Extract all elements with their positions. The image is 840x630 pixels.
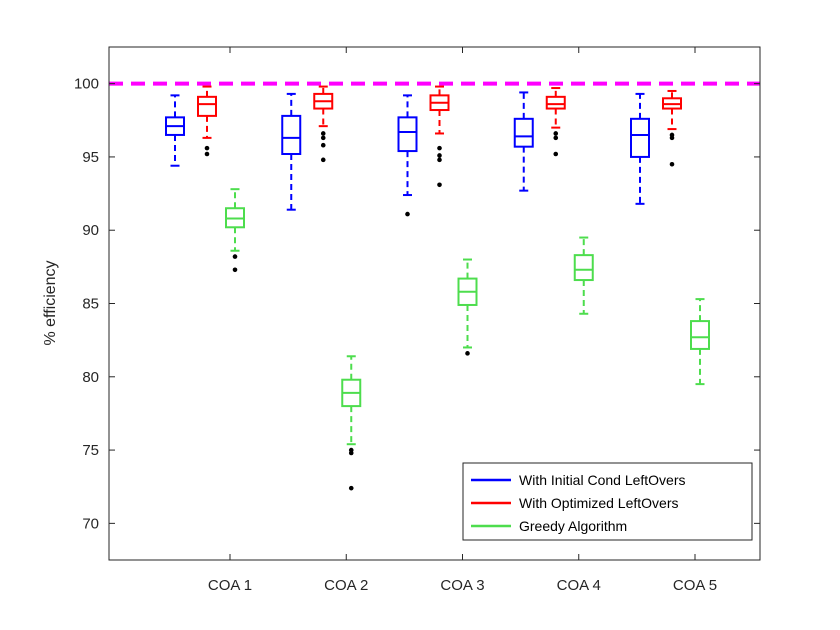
legend-box — [462, 462, 753, 541]
outlier-point — [437, 157, 442, 163]
outlier-point — [348, 485, 354, 491]
legend-label: With Optimized LeftOvers — [519, 495, 679, 511]
outlier-point — [232, 267, 238, 273]
outlier-point — [405, 211, 410, 217]
outlier-point — [320, 131, 326, 136]
outlier-point — [204, 145, 210, 151]
box-1-coa-2 — [281, 92, 302, 211]
outlier-point — [437, 145, 442, 151]
y-tick-label: 100 — [74, 76, 99, 93]
outlier-point — [320, 157, 326, 163]
box-1-coa-5 — [630, 92, 650, 205]
outlier-point — [437, 182, 442, 188]
y-tick-label: 75 — [82, 442, 99, 459]
iqr-box — [397, 116, 418, 153]
box-3-coa-5 — [690, 298, 710, 386]
iqr-box — [573, 254, 594, 282]
iqr-box — [197, 95, 217, 117]
x-tick-label: COA 4 — [557, 577, 601, 594]
x-tick-label: COA 3 — [440, 577, 484, 594]
y-tick-label: 90 — [82, 222, 99, 239]
box-1-coa-4 — [513, 91, 534, 192]
box-3-coa-3 — [457, 258, 478, 356]
iqr-box — [630, 117, 650, 158]
box-3-coa-1 — [225, 188, 245, 273]
legend-label: With Initial Cond LeftOvers — [519, 472, 686, 488]
iqr-box — [690, 320, 710, 350]
iqr-box — [513, 117, 534, 148]
outlier-point — [669, 161, 675, 167]
x-tick-label: COA 2 — [324, 577, 368, 594]
x-tick-label: COA 5 — [673, 577, 717, 594]
box-1-coa-3 — [397, 94, 418, 217]
outlier-point — [553, 151, 559, 157]
chart-axes: 70 75 80 85 90 95 100 COA 1 COA 2 COA 3 COA 4 COA 5 — [74, 47, 760, 594]
iqr-box — [545, 95, 566, 110]
y-axis-label: % efficiency — [42, 260, 59, 345]
y-tick-label: 95 — [82, 149, 99, 166]
plot-frame — [108, 46, 761, 561]
outlier-point — [348, 450, 354, 456]
box-2-coa-4 — [545, 87, 566, 157]
outlier-point — [320, 135, 326, 141]
outlier-point — [320, 142, 326, 148]
outlier-point — [232, 254, 238, 259]
box-3-coa-2 — [341, 355, 362, 491]
outlier-point — [669, 135, 675, 141]
box-2-coa-3 — [429, 85, 450, 188]
legend-label: Greedy Algorithm — [519, 518, 627, 534]
y-tick-label: 80 — [82, 369, 99, 386]
chart-marks — [109, 81, 760, 491]
iqr-box — [281, 114, 302, 155]
outlier-point — [465, 351, 470, 356]
outlier-point — [553, 131, 559, 136]
x-tick-label: COA 1 — [208, 577, 252, 594]
box-3-coa-4 — [573, 236, 594, 315]
outlier-point — [204, 151, 210, 157]
outlier-point — [553, 135, 559, 141]
y-tick-label: 85 — [82, 296, 99, 313]
box-2-coa-5 — [662, 89, 682, 167]
y-tick-label: 70 — [82, 515, 99, 532]
box-2-coa-2 — [313, 85, 334, 163]
box-2-coa-1 — [197, 85, 217, 157]
legend: With Initial Cond LeftOvers With Optimize… — [462, 462, 753, 541]
outlier-point — [437, 153, 442, 158]
box-1-coa-1 — [165, 94, 185, 167]
